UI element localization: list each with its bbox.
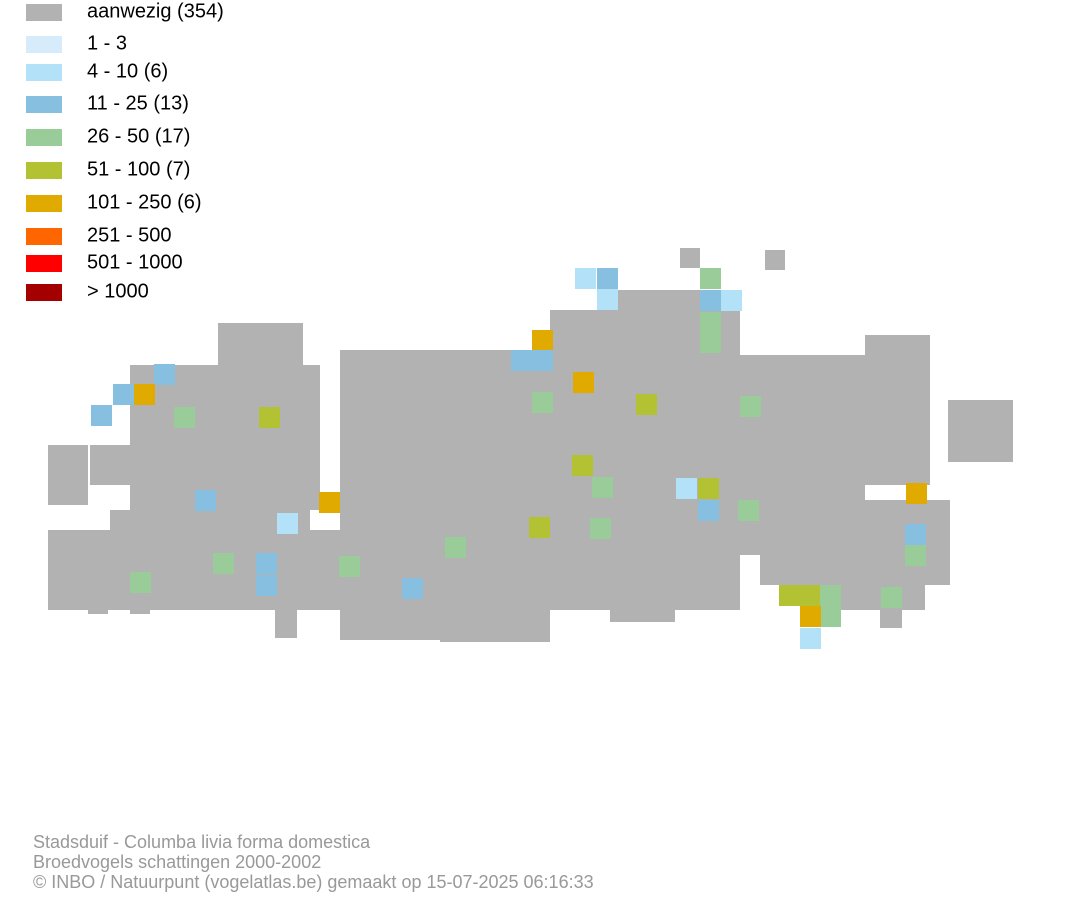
grid-cell (130, 572, 151, 593)
grid-cell (154, 364, 175, 385)
grid-cell (905, 524, 926, 545)
grid-cell (881, 587, 902, 608)
grid-cell (738, 500, 759, 521)
legend-swatch (26, 64, 62, 81)
grid-cell (700, 268, 721, 289)
grid-cell (700, 312, 721, 333)
legend-swatch (26, 4, 62, 21)
footer-line: Stadsduif - Columba livia forma domestic… (33, 832, 371, 852)
grid-cell (700, 332, 721, 353)
legend: aanwezig (354) 1 - 3 4 - 10 (6) 11 - 25 (13… (26, 0, 224, 302)
legend-label: 501 - 1000 (87, 251, 183, 273)
legend-swatch (26, 129, 62, 146)
grid-cell (113, 384, 134, 405)
grid-area (275, 600, 297, 638)
grid-cell (698, 500, 719, 521)
grid-cell (445, 537, 466, 558)
legend-label: 251 - 500 (87, 224, 172, 246)
grid-area (948, 400, 1013, 462)
legend-swatch (26, 36, 62, 53)
grid-cell (91, 405, 112, 426)
grid-cell (195, 490, 216, 511)
grid-cell (319, 492, 340, 513)
grid-area (90, 445, 130, 485)
legend-label: aanwezig (354) (87, 0, 224, 22)
footer-line: © INBO / Natuurpunt (vogelatlas.be) gema… (33, 872, 594, 892)
legend-swatch (26, 228, 62, 245)
grid-area (130, 592, 150, 614)
grid-cell (134, 384, 155, 405)
grid-cell (740, 396, 761, 417)
grid-cell (700, 290, 721, 311)
grid-cell (277, 513, 298, 534)
map (48, 248, 1013, 649)
grid-cell (636, 394, 657, 415)
legend-swatch (26, 195, 62, 212)
grid-cell (573, 372, 594, 393)
grid-area (680, 248, 700, 268)
grid-area (880, 610, 902, 628)
grid-cell (590, 518, 611, 539)
legend-label: 26 - 50 (17) (87, 125, 190, 147)
grid-cell (213, 553, 234, 574)
grid-cell (256, 575, 277, 596)
legend-label: 1 - 3 (87, 32, 127, 54)
legend-label: 11 - 25 (13) (87, 92, 189, 114)
grid-cell (259, 407, 280, 428)
legend-swatch (26, 284, 62, 301)
grid-cell (511, 350, 532, 371)
legend-swatch (26, 255, 62, 272)
grid-area (48, 445, 88, 505)
footer: Stadsduif - Columba livia forma domestic… (33, 832, 594, 892)
grid-cell (905, 545, 926, 566)
grid-cell (800, 585, 821, 606)
grid-cell (779, 585, 800, 606)
grid-cell (721, 290, 742, 311)
grid-cell (597, 289, 618, 310)
grid-cell (676, 478, 697, 499)
grid-area (218, 323, 303, 365)
grid-cell (174, 407, 195, 428)
grid-cell (532, 392, 553, 413)
grid-area (640, 290, 700, 340)
grid-area (610, 580, 675, 622)
grid-cell (339, 556, 360, 577)
legend-label: 101 - 250 (6) (87, 191, 202, 213)
grid-cell (820, 606, 841, 627)
grid-cell (820, 585, 841, 606)
grid-cell (529, 517, 550, 538)
grid-cell (575, 268, 596, 289)
grid-cell (592, 477, 613, 498)
footer-line: Broedvogels schattingen 2000-2002 (33, 852, 321, 872)
legend-swatch (26, 96, 62, 113)
legend-label: 4 - 10 (6) (87, 60, 168, 82)
grid-cell (698, 478, 719, 499)
grid-cell (256, 553, 277, 574)
legend-label: 51 - 100 (7) (87, 158, 190, 180)
grid-area (865, 335, 930, 485)
grid-cell (402, 578, 423, 599)
grid-cell (532, 330, 553, 351)
grid-area (130, 365, 320, 510)
legend-label: > 1000 (87, 280, 149, 302)
grid-cell (906, 483, 927, 504)
grid-cell (532, 350, 553, 371)
grid-area (110, 510, 310, 550)
legend-swatch (26, 162, 62, 179)
grid-cell (572, 455, 593, 476)
grid-area (88, 592, 108, 614)
grid-area (765, 250, 785, 270)
grid-cell (800, 606, 821, 627)
grid-cell (597, 268, 618, 289)
grid-cell (800, 628, 821, 649)
grid-area (440, 590, 550, 642)
